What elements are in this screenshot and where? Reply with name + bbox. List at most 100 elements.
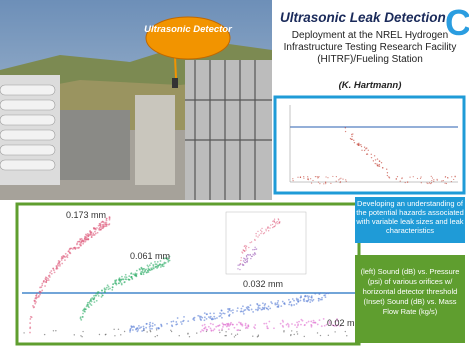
- decor-dot: [104, 291, 106, 293]
- decor-dot: [321, 325, 323, 327]
- decor-dot: [98, 225, 100, 227]
- decor-dot: [29, 332, 31, 334]
- decor-dot: [413, 176, 414, 177]
- decor-dot: [296, 298, 298, 300]
- decor-dot: [224, 335, 225, 336]
- decor-dot: [292, 178, 293, 179]
- decor-dot: [105, 224, 107, 226]
- decor-dot: [315, 322, 317, 324]
- decor-dot: [121, 276, 123, 278]
- decor-dot: [245, 258, 246, 259]
- decor-dot: [143, 273, 145, 275]
- decor-dot: [430, 183, 431, 184]
- decor-dot: [254, 324, 256, 326]
- decor-dot: [222, 326, 224, 328]
- decor-dot: [243, 258, 244, 259]
- decor-dot: [204, 327, 206, 329]
- decor-dot: [351, 136, 352, 137]
- decor-dot: [336, 176, 337, 177]
- decor-dot: [252, 311, 254, 313]
- decor-dot: [409, 177, 410, 178]
- decor-dot: [289, 301, 291, 303]
- decor-dot: [270, 224, 271, 225]
- decor-dot: [381, 162, 382, 163]
- decor-dot: [159, 263, 161, 265]
- decor-dot: [101, 289, 103, 291]
- decor-dot: [150, 325, 152, 327]
- decor-dot: [308, 321, 310, 323]
- decor-dot: [387, 175, 388, 176]
- decor-dot: [206, 331, 207, 332]
- decor-dot: [302, 320, 304, 322]
- decor-dot: [320, 335, 321, 336]
- decor-dot: [156, 329, 157, 330]
- decor-dot: [87, 235, 89, 237]
- decor-dot: [251, 241, 252, 242]
- decor-dot: [134, 273, 136, 275]
- decor-dot: [378, 165, 379, 166]
- decor-dot: [102, 221, 104, 223]
- decor-dot: [36, 295, 38, 297]
- decor-dot: [236, 310, 238, 312]
- decor-dot: [219, 332, 220, 333]
- decor-dot: [261, 228, 262, 229]
- decor-dot: [129, 331, 131, 333]
- decor-dot: [196, 332, 197, 333]
- decor-dot: [338, 179, 339, 180]
- decor-dot: [249, 242, 250, 243]
- decor-dot: [29, 327, 31, 329]
- decor-dot: [254, 239, 255, 240]
- decor-dot: [293, 300, 295, 302]
- note-box: Developing an understanding of the poten…: [355, 197, 465, 243]
- decor-dot: [310, 321, 312, 323]
- decor-dot: [210, 328, 212, 330]
- decor-dot: [182, 320, 184, 322]
- decor-dot: [221, 330, 222, 331]
- decor-dot: [93, 227, 95, 229]
- decor-dot: [161, 324, 163, 326]
- decor-dot: [342, 179, 343, 180]
- main-chart: [17, 204, 359, 344]
- decor-dot: [204, 316, 206, 318]
- decor-dot: [132, 273, 134, 275]
- decor-dot: [82, 243, 84, 245]
- decor-dot: [92, 232, 94, 234]
- decor-dot: [228, 309, 230, 311]
- decor-dot: [307, 176, 308, 177]
- decor-dot: [125, 274, 127, 276]
- decor-dot: [373, 160, 374, 161]
- decor-dot: [106, 222, 108, 224]
- decor-dot: [303, 299, 305, 301]
- decor-dot: [124, 331, 125, 332]
- decor-dot: [128, 275, 130, 277]
- leak-size-label: 0.032 mm: [243, 279, 283, 289]
- decor-dot: [275, 223, 276, 224]
- decor-dot: [296, 326, 298, 328]
- decor-dot: [225, 331, 226, 332]
- decor-dot: [426, 182, 427, 183]
- decor-dot: [379, 164, 380, 165]
- decor-dot: [346, 181, 347, 182]
- decor-dot: [334, 331, 335, 332]
- decor-dot: [135, 328, 137, 330]
- decor-dot: [300, 176, 301, 177]
- decor-dot: [171, 331, 172, 332]
- decor-dot: [319, 183, 320, 184]
- decor-dot: [41, 285, 43, 287]
- decor-dot: [311, 297, 313, 299]
- decor-dot: [304, 324, 306, 326]
- decor-dot: [149, 328, 151, 330]
- decor-dot: [228, 324, 230, 326]
- decor-dot: [87, 239, 89, 241]
- leak-size-label: 0.061 mm: [130, 251, 170, 261]
- decor-dot: [86, 237, 88, 239]
- decor-dot: [45, 276, 47, 278]
- decor-dot: [84, 309, 86, 311]
- decor-dot: [189, 336, 190, 337]
- decor-dot: [325, 176, 326, 177]
- decor-dot: [307, 295, 309, 297]
- decor-dot: [397, 176, 398, 177]
- decor-dot: [345, 331, 346, 332]
- decor-dot: [34, 303, 36, 305]
- decor-dot: [222, 312, 224, 314]
